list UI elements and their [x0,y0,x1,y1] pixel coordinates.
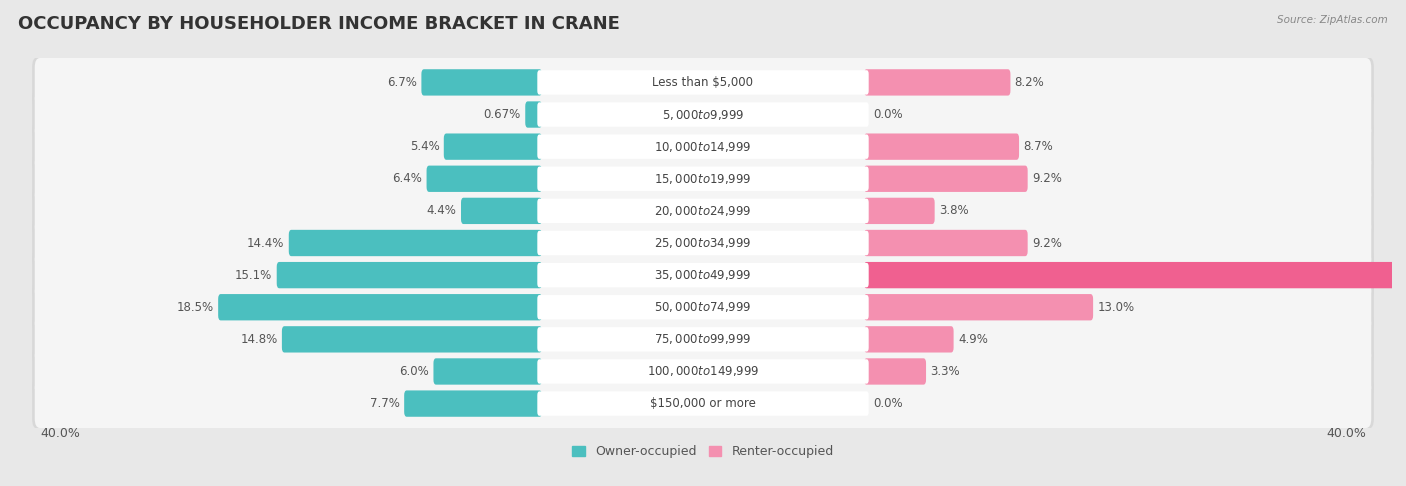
FancyBboxPatch shape [35,251,1371,299]
FancyBboxPatch shape [35,315,1371,364]
Text: Less than $5,000: Less than $5,000 [652,76,754,89]
FancyBboxPatch shape [537,135,869,159]
Text: $25,000 to $34,999: $25,000 to $34,999 [654,236,752,250]
Text: $5,000 to $9,999: $5,000 to $9,999 [662,107,744,122]
Text: 3.3%: 3.3% [931,365,960,378]
FancyBboxPatch shape [32,89,1374,139]
FancyBboxPatch shape [32,250,1374,300]
Text: $150,000 or more: $150,000 or more [650,397,756,410]
Text: 6.7%: 6.7% [387,76,418,89]
Text: 14.8%: 14.8% [240,333,277,346]
Text: 0.67%: 0.67% [484,108,522,121]
FancyBboxPatch shape [32,186,1374,236]
Text: $10,000 to $14,999: $10,000 to $14,999 [654,139,752,154]
FancyBboxPatch shape [426,166,541,192]
FancyBboxPatch shape [32,314,1374,364]
FancyBboxPatch shape [35,219,1371,267]
FancyBboxPatch shape [865,358,927,384]
Text: 18.5%: 18.5% [177,301,214,314]
FancyBboxPatch shape [218,294,541,320]
FancyBboxPatch shape [537,70,869,95]
FancyBboxPatch shape [32,122,1374,172]
Text: $15,000 to $19,999: $15,000 to $19,999 [654,172,752,186]
Text: $75,000 to $99,999: $75,000 to $99,999 [654,332,752,347]
Text: 3.8%: 3.8% [939,205,969,217]
FancyBboxPatch shape [444,134,541,160]
Text: $100,000 to $149,999: $100,000 to $149,999 [647,364,759,379]
FancyBboxPatch shape [35,187,1371,235]
FancyBboxPatch shape [404,390,541,417]
FancyBboxPatch shape [277,262,541,288]
FancyBboxPatch shape [537,327,869,351]
Text: OCCUPANCY BY HOUSEHOLDER INCOME BRACKET IN CRANE: OCCUPANCY BY HOUSEHOLDER INCOME BRACKET … [18,15,620,33]
Text: 6.0%: 6.0% [399,365,429,378]
FancyBboxPatch shape [537,199,869,223]
Text: $50,000 to $74,999: $50,000 to $74,999 [654,300,752,314]
Text: 13.0%: 13.0% [1098,301,1135,314]
FancyBboxPatch shape [865,166,1028,192]
FancyBboxPatch shape [865,326,953,352]
Text: 40.0%: 40.0% [1326,427,1367,440]
FancyBboxPatch shape [865,230,1028,256]
FancyBboxPatch shape [32,57,1374,107]
FancyBboxPatch shape [35,347,1371,396]
FancyBboxPatch shape [35,155,1371,203]
FancyBboxPatch shape [32,282,1374,332]
Text: 9.2%: 9.2% [1032,237,1062,249]
FancyBboxPatch shape [865,198,935,224]
FancyBboxPatch shape [35,58,1371,107]
Text: $20,000 to $24,999: $20,000 to $24,999 [654,204,752,218]
FancyBboxPatch shape [32,379,1374,429]
FancyBboxPatch shape [281,326,541,352]
FancyBboxPatch shape [537,295,869,319]
Text: Source: ZipAtlas.com: Source: ZipAtlas.com [1277,15,1388,25]
Text: 9.2%: 9.2% [1032,172,1062,185]
FancyBboxPatch shape [35,379,1371,428]
Text: 0.0%: 0.0% [873,397,903,410]
FancyBboxPatch shape [537,167,869,191]
FancyBboxPatch shape [526,102,541,128]
FancyBboxPatch shape [32,218,1374,268]
FancyBboxPatch shape [865,134,1019,160]
Text: 0.0%: 0.0% [873,108,903,121]
FancyBboxPatch shape [35,122,1371,171]
Text: 4.4%: 4.4% [427,205,457,217]
FancyBboxPatch shape [461,198,541,224]
FancyBboxPatch shape [35,90,1371,139]
FancyBboxPatch shape [32,154,1374,204]
Text: 5.4%: 5.4% [409,140,440,153]
Text: 8.7%: 8.7% [1024,140,1053,153]
Text: 8.2%: 8.2% [1015,76,1045,89]
FancyBboxPatch shape [32,347,1374,397]
Legend: Owner-occupied, Renter-occupied: Owner-occupied, Renter-occupied [572,445,834,458]
Text: 6.4%: 6.4% [392,172,422,185]
FancyBboxPatch shape [537,231,869,255]
Text: 14.4%: 14.4% [247,237,284,249]
FancyBboxPatch shape [288,230,541,256]
FancyBboxPatch shape [865,262,1406,288]
FancyBboxPatch shape [422,69,541,96]
FancyBboxPatch shape [433,358,541,384]
Text: $35,000 to $49,999: $35,000 to $49,999 [654,268,752,282]
FancyBboxPatch shape [537,391,869,416]
FancyBboxPatch shape [35,283,1371,331]
Text: 7.7%: 7.7% [370,397,399,410]
Text: 40.0%: 40.0% [39,427,80,440]
FancyBboxPatch shape [537,359,869,383]
Text: 4.9%: 4.9% [957,333,988,346]
FancyBboxPatch shape [537,263,869,287]
FancyBboxPatch shape [865,69,1011,96]
Text: 15.1%: 15.1% [235,269,273,281]
FancyBboxPatch shape [537,103,869,127]
FancyBboxPatch shape [865,294,1092,320]
